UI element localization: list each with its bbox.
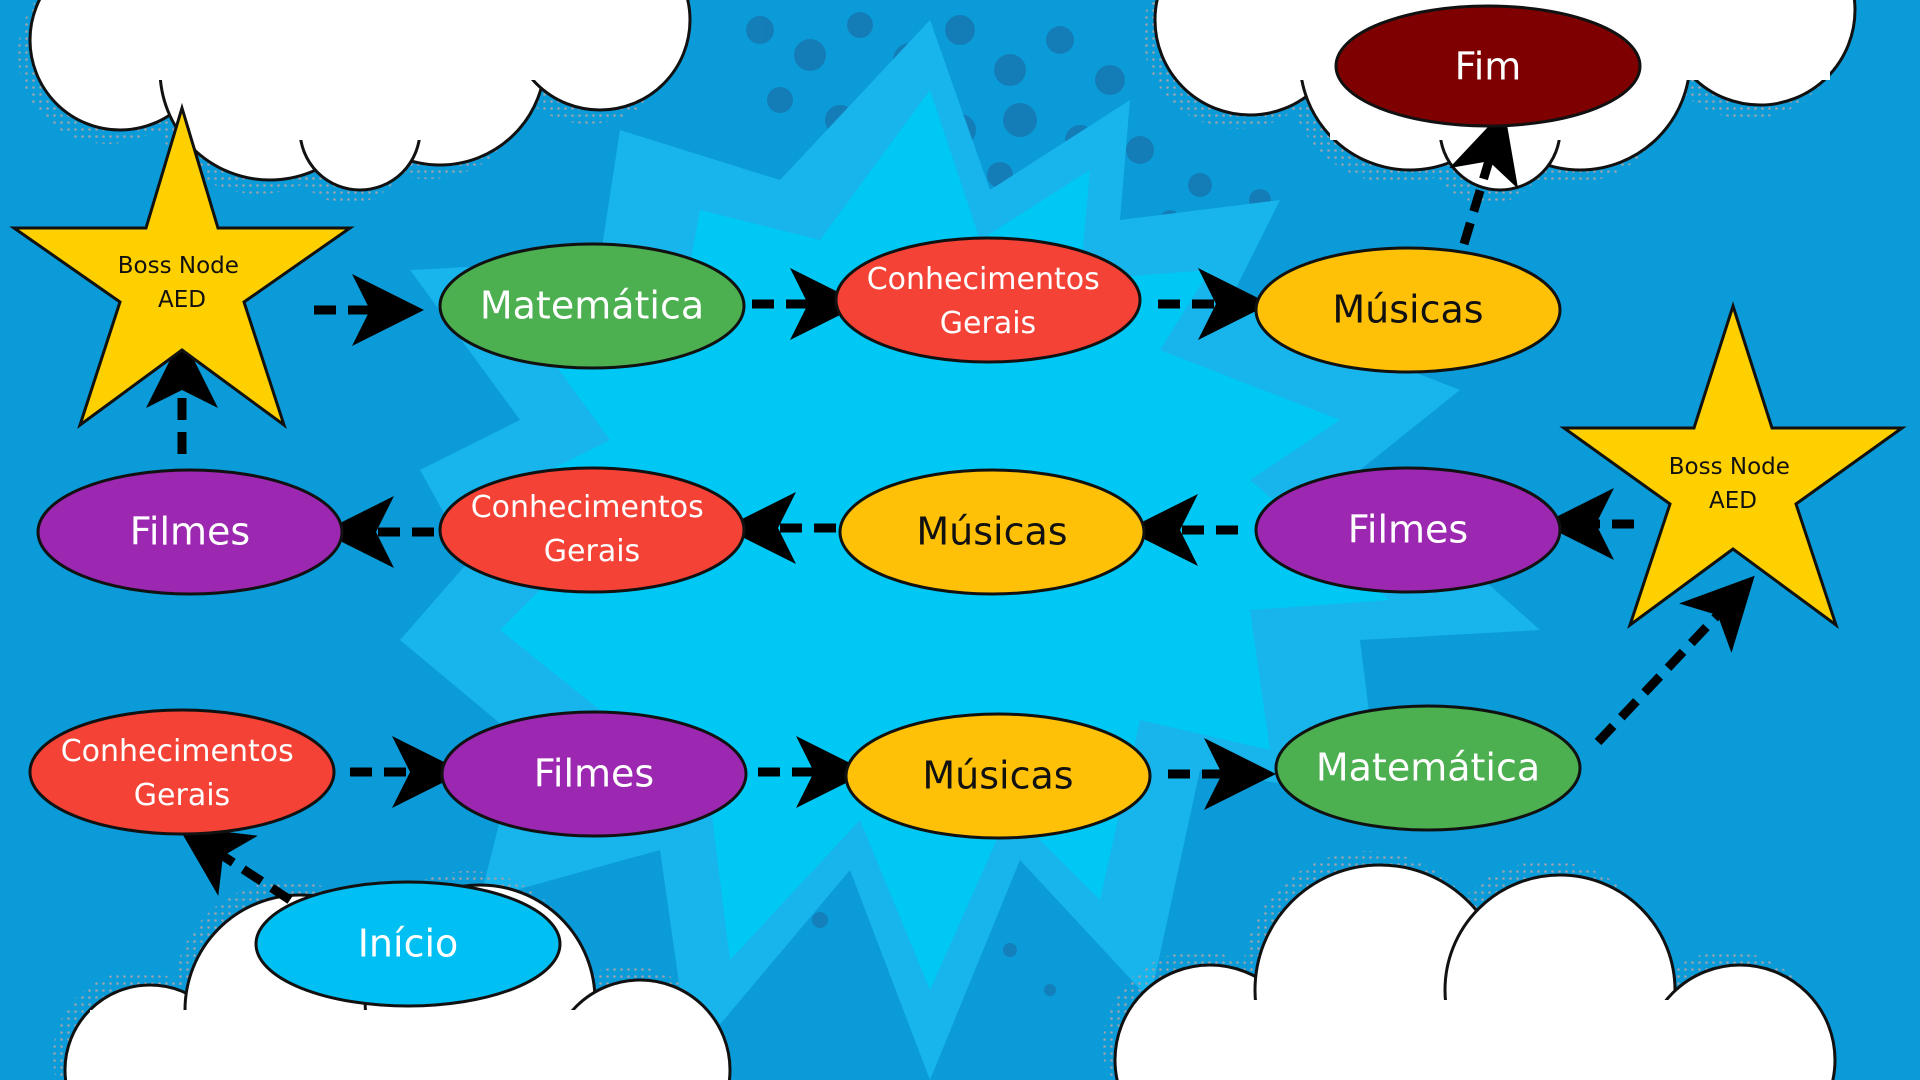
node-row1-conhecimentos-gerais[interactable]: Conhecimentos Gerais: [834, 236, 1142, 364]
node-label: Matemática: [1316, 746, 1540, 790]
node-label: Conhecimentos: [867, 262, 1100, 297]
cloud-top-left: [18, 0, 692, 204]
boss-node-sublabel: AED: [158, 287, 206, 313]
node-sublabel: Gerais: [134, 778, 230, 813]
boss-node-star-right[interactable]: Boss Node AED: [1559, 301, 1907, 630]
node-label: Músicas: [916, 510, 1067, 554]
arrow-inicio-to-row3-0: [177, 826, 293, 904]
node-row2-musicas[interactable]: Músicas: [838, 468, 1146, 596]
node-label: Músicas: [1332, 288, 1483, 332]
svg-text:Conhecimentos Gerais: Conhecimentos Gerais: [867, 262, 1110, 341]
svg-text:Conhecimentos Gerais: Conhecimentos Gerais: [61, 734, 304, 813]
node-row3-filmes[interactable]: Filmes: [440, 710, 748, 838]
node-label: Filmes: [1348, 508, 1468, 552]
star-shape: [9, 102, 355, 429]
node-label: Conhecimentos: [61, 734, 294, 769]
node-sublabel: Gerais: [940, 306, 1036, 341]
node-row3-musicas[interactable]: Músicas: [844, 712, 1152, 840]
svg-text:Boss Node AED: Boss Node AED: [118, 253, 246, 313]
node-row2-filmes-left[interactable]: Filmes: [36, 468, 344, 596]
node-label: Fim: [1455, 45, 1522, 89]
svg-text:Conhecimentos Gerais: Conhecimentos Gerais: [471, 490, 714, 569]
node-row3-matematica[interactable]: Matemática: [1274, 704, 1582, 832]
cloud-bottom-right: [1103, 851, 1837, 1080]
node-row2-conhecimentos-gerais[interactable]: Conhecimentos Gerais: [438, 466, 746, 594]
node-label: Matemática: [480, 284, 704, 328]
node-fim[interactable]: Fim: [1334, 4, 1642, 128]
node-row1-matematica[interactable]: Matemática: [438, 242, 746, 370]
node-label: Início: [358, 922, 459, 966]
node-label: Filmes: [534, 752, 654, 796]
node-label: Músicas: [922, 754, 1073, 798]
node-sublabel: Gerais: [544, 534, 640, 569]
node-row2-filmes-right[interactable]: Filmes: [1254, 466, 1562, 594]
boss-node-label: Boss Node: [1669, 454, 1790, 480]
node-row1-musicas[interactable]: Músicas: [1254, 246, 1562, 374]
arrows-layer: [146, 109, 1755, 904]
arrow-row1-2-to-fim: [1449, 109, 1519, 246]
node-inicio[interactable]: Início: [254, 880, 562, 1008]
node-row3-conhecimentos-gerais[interactable]: Conhecimentos Gerais: [28, 708, 336, 836]
node-label: Conhecimentos: [471, 490, 704, 525]
boss-node-star-top[interactable]: Boss Node AED: [9, 102, 355, 429]
node-label: Filmes: [130, 510, 250, 554]
boss-node-label: Boss Node: [118, 253, 239, 279]
boss-node-sublabel: AED: [1709, 488, 1757, 514]
star-shape: [1559, 301, 1907, 630]
svg-text:Boss Node AED: Boss Node AED: [1669, 454, 1797, 514]
